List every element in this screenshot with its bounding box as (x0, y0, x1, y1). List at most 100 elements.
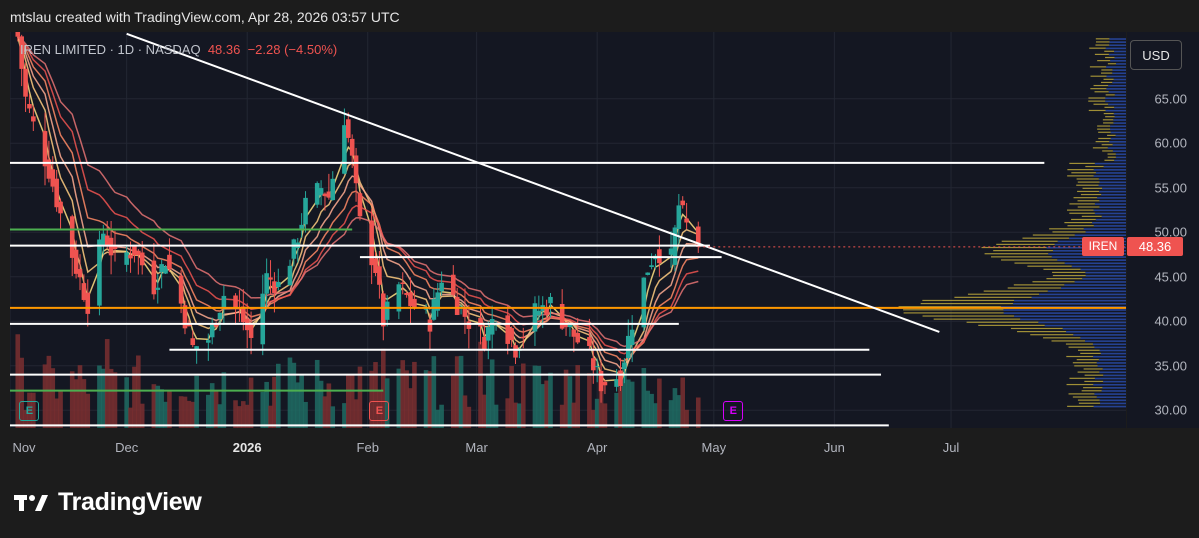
candle-body (482, 336, 487, 351)
volume-profile-bar (1044, 324, 1126, 327)
volume-bar (540, 384, 546, 428)
candle-body (400, 282, 406, 285)
volume-bar (645, 390, 651, 428)
volume-bar (159, 389, 164, 428)
volume-bar (23, 409, 28, 428)
volume-bar (377, 390, 382, 428)
volume-profile-bar (1051, 340, 1086, 342)
volume-profile-bar (1066, 355, 1094, 358)
volume-profile-bar (1080, 352, 1101, 355)
candle-body (326, 191, 332, 198)
volume-bar (594, 398, 600, 428)
volume-profile-bar (984, 253, 1049, 255)
volume-bar (602, 403, 608, 428)
candle-body (299, 224, 304, 231)
volume-profile-bar (1106, 88, 1126, 90)
volume-profile-bar (922, 299, 1014, 302)
volume-profile-bar (1051, 256, 1126, 258)
volume-profile-bar (922, 315, 1015, 317)
currency-button[interactable]: USD (1130, 40, 1182, 70)
volume-bar (19, 357, 24, 428)
candle-body (206, 340, 211, 343)
volume-profile-bar (1064, 221, 1093, 224)
volume-bar (454, 356, 460, 428)
candle-body (520, 336, 526, 339)
volume-bar (590, 409, 596, 428)
volume-bar (178, 396, 184, 428)
volume-profile-bar (1102, 368, 1126, 370)
volume-bar (97, 365, 102, 428)
volume-profile-bar (1030, 334, 1074, 336)
volume-profile-bar (933, 318, 1021, 320)
candle-body (136, 250, 141, 256)
candle-body (303, 197, 308, 225)
x-tick-label: Mar (465, 440, 488, 455)
volume-bar (353, 399, 359, 428)
volume-bar (81, 379, 87, 428)
volume-profile-bar (1094, 53, 1109, 56)
volume-profile-bar (1085, 165, 1104, 168)
candle-body (73, 249, 79, 274)
volume-profile-bar (1104, 106, 1115, 108)
volume-profile-bar (981, 246, 1047, 249)
chart-plot-area[interactable]: IREN LIMITED · 1D · NASDAQ 48.36 −2.28 (… (10, 32, 1126, 428)
volume-profile-bar (1067, 405, 1094, 407)
candle-body (614, 379, 619, 387)
volume-profile-bar (1001, 240, 1058, 242)
volume-profile-bar (1076, 184, 1099, 186)
volume-profile-bar (1088, 100, 1106, 102)
candle-body (373, 258, 378, 274)
time-axis[interactable]: Nov Dec 2026 Feb Mar Apr May Jun Jul (10, 432, 1126, 464)
volume-profile-bar (1109, 41, 1126, 43)
volume-bar (299, 375, 304, 428)
price-chart[interactable] (10, 32, 1126, 428)
volume-profile-bar (1099, 181, 1126, 184)
price-axis[interactable]: 30.00 35.00 40.00 45.00 50.00 55.00 60.00 65.00 (1127, 32, 1199, 428)
candle-body (190, 338, 196, 346)
volume-profile-bar (1114, 50, 1126, 53)
volume-profile-bar (1114, 159, 1126, 162)
volume-profile-bar (1108, 103, 1126, 106)
volume-bar (69, 371, 75, 428)
volume-bar (653, 403, 658, 428)
volume-profile-bar (1107, 134, 1116, 136)
volume-profile-bar (1069, 377, 1095, 379)
volume-profile-bar (1098, 178, 1126, 180)
earnings-badge[interactable]: E (723, 401, 744, 421)
volume-profile-bar (1065, 343, 1093, 345)
earnings-badge[interactable]: E (19, 401, 40, 421)
volume-profile-bar (1099, 190, 1126, 193)
volume-profile-bar (1073, 334, 1126, 336)
volume-bar (167, 390, 172, 428)
volume-profile-bar (1092, 343, 1126, 346)
volume-profile-bar (1052, 231, 1086, 233)
candle-body (42, 131, 48, 167)
candle-body (645, 272, 651, 275)
candle-body (641, 277, 647, 328)
volume-bar (190, 401, 196, 428)
candle-body (167, 254, 172, 270)
candle-body (291, 239, 297, 259)
candle-body (427, 319, 433, 332)
volume-profile-bar (1103, 122, 1114, 124)
ema-ribbon-line (17, 36, 699, 348)
candle-body (77, 269, 83, 278)
volume-profile-bar (1092, 147, 1108, 149)
y-tick-label: 35.00 (1154, 358, 1187, 374)
y-tick-label: 65.00 (1154, 91, 1187, 107)
volume-profile-bar (1112, 81, 1126, 84)
volume-profile-bar (1109, 44, 1126, 47)
candle-body (532, 303, 538, 332)
candle-body (194, 346, 199, 349)
volume-profile-bar (1114, 116, 1126, 118)
tradingview-logo: TradingView (14, 488, 202, 517)
volume-profile-bar (1099, 206, 1126, 209)
candle-body (128, 254, 133, 259)
volume-bar (629, 381, 635, 428)
candle-body (567, 324, 573, 328)
volume-bar (489, 359, 495, 428)
candle-body (81, 283, 87, 300)
earnings-badge[interactable]: E (369, 401, 390, 421)
volume-bar (73, 379, 79, 428)
volume-bar (213, 391, 219, 428)
